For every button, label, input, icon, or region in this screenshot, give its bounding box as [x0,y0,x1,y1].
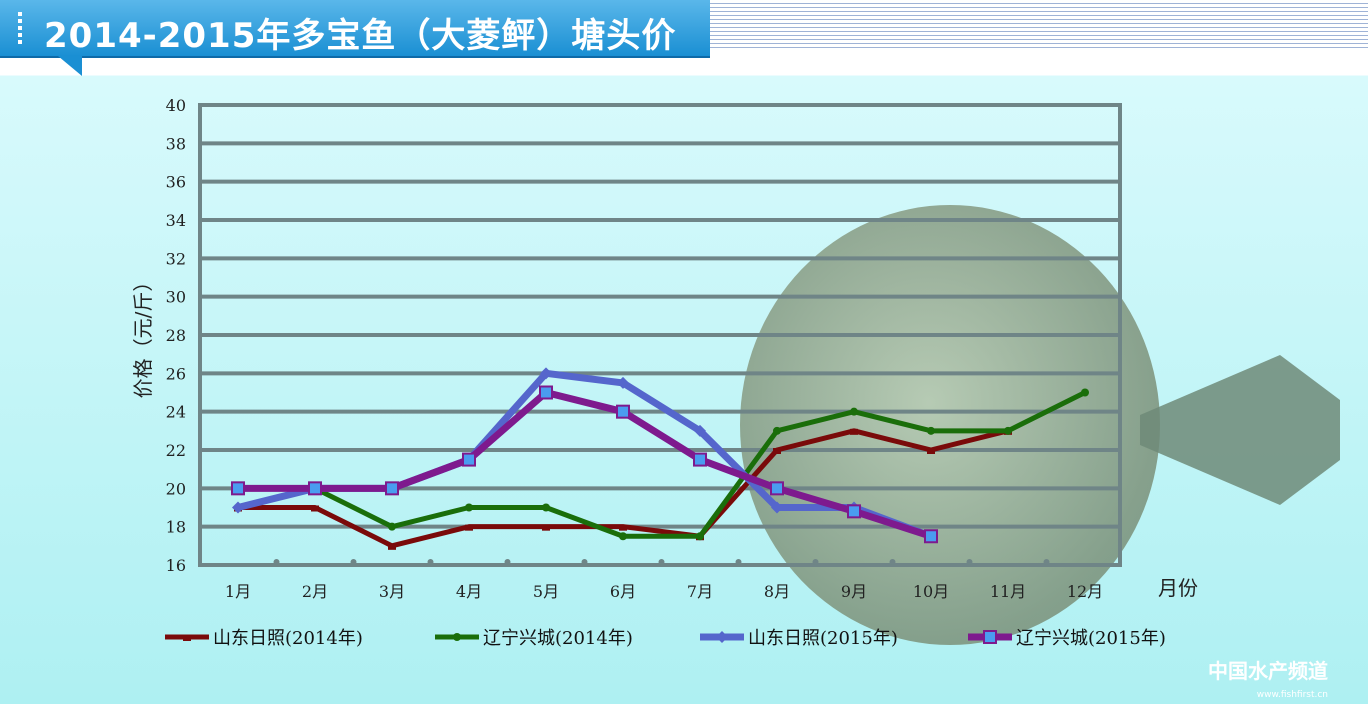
data-point [465,503,473,512]
y-tick-label: 34 [166,211,186,230]
x-tick-label: 7月 [687,582,713,601]
legend-marker [983,630,997,644]
x-tick-label: 4月 [456,582,482,601]
y-tick-label: 32 [166,249,186,268]
x-tick-mark [889,559,896,565]
data-point [232,501,244,514]
y-tick-label: 36 [166,173,186,192]
data-point [771,501,783,514]
title-banner: 2014-2015年多宝鱼（大菱鲆）塘头价 [0,0,710,58]
dotted-line-icon [18,12,22,46]
x-tick-label: 6月 [610,582,636,601]
data-point [616,404,630,419]
series-line [237,390,1087,539]
y-tick-label: 26 [166,364,186,383]
legend-label: 辽宁兴城(2014年) [483,628,633,649]
x-tick-label: 9月 [841,582,867,601]
x-tick-mark [504,559,511,565]
y-tick-label: 40 [166,96,186,115]
watermark-url: www.fishfirst.cn [1256,690,1328,700]
y-tick-label: 18 [166,518,186,537]
data-point [388,543,396,550]
data-point [847,504,861,519]
data-point [388,522,396,531]
data-point [617,376,629,389]
data-point [308,481,322,496]
header-stripes [710,0,1368,48]
data-point [539,385,553,400]
x-tick-mark [273,559,280,565]
x-tick-mark [350,559,357,565]
data-point [462,452,476,467]
x-tick-label: 12月 [1067,582,1103,601]
data-point [770,481,784,496]
data-point [927,426,935,435]
banner-tail [58,56,82,76]
x-tick-label: 11月 [990,582,1026,601]
data-point [694,424,706,437]
legend-label: 山东日照(2015年) [748,628,898,649]
x-axis-label: 月份 [1158,576,1198,600]
y-axis-label: 价格（元/斤） [131,272,155,399]
data-point [850,407,858,416]
data-point [924,529,938,544]
data-point [693,452,707,467]
data-point [696,532,704,541]
x-tick-mark [966,559,973,565]
x-tick-label: 10月 [913,582,949,601]
series-line [237,369,933,540]
data-point [773,448,781,454]
series-line [238,389,933,540]
x-tick-label: 5月 [533,582,559,601]
legend-marker [453,633,461,641]
data-point [927,448,935,454]
data-point [231,481,245,496]
legend-marker [716,631,728,643]
x-tick-mark [1043,559,1050,565]
data-point [850,428,858,435]
watermark-logo: 中国水产频道 [1208,659,1328,683]
x-tick-mark [812,559,819,565]
x-tick-mark [658,559,665,565]
data-point [773,426,781,435]
x-tick-label: 8月 [764,582,790,601]
data-point [385,481,399,496]
legend-label: 辽宁兴城(2015年) [1016,628,1166,649]
data-point [619,524,627,531]
x-tick-label: 2月 [302,582,328,601]
legend-marker [183,635,191,641]
data-point [1004,426,1012,435]
data-point [540,367,552,380]
data-point [619,532,627,541]
data-point [542,503,550,512]
y-tick-label: 30 [166,288,186,307]
page-title: 2014-2015年多宝鱼（大菱鲆）塘头价 [44,16,677,56]
x-tick-mark [581,559,588,565]
x-tick-mark [735,559,742,565]
data-point [1081,388,1089,397]
y-tick-label: 16 [166,556,186,575]
data-point [465,524,473,531]
y-tick-label: 38 [166,134,186,153]
y-tick-label: 20 [166,479,186,498]
x-tick-label: 3月 [379,582,405,601]
y-tick-label: 22 [166,441,186,460]
x-tick-label: 1月 [225,582,251,601]
x-tick-mark [427,559,434,565]
y-tick-label: 28 [166,326,186,345]
legend-label: 山东日照(2014年) [213,628,363,649]
data-point [311,505,319,512]
data-point [542,524,550,531]
y-tick-label: 24 [166,403,186,422]
